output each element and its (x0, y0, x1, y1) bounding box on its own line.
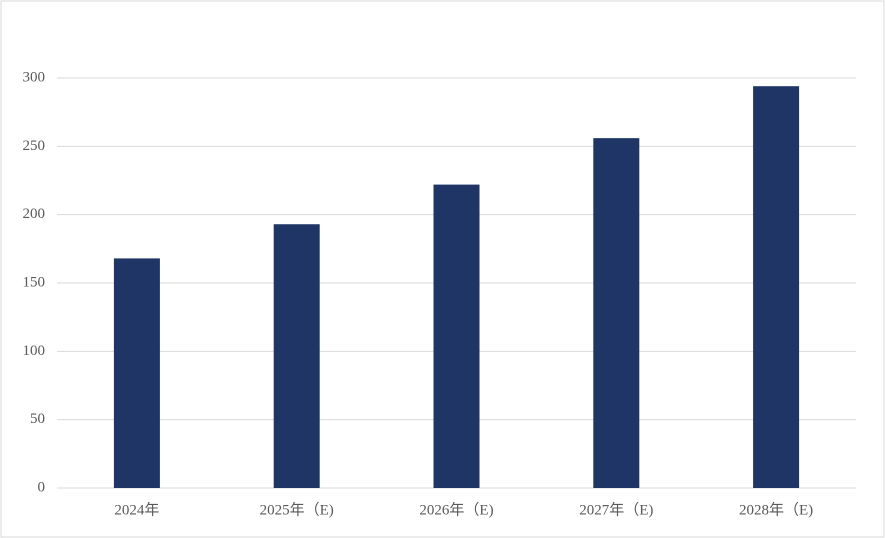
y-tick-label: 100 (23, 343, 46, 359)
bar (113, 258, 160, 488)
bar (753, 86, 800, 488)
x-tick-label: 2028年（E) (739, 501, 813, 518)
y-tick-label: 200 (23, 206, 46, 222)
x-tick-label: 2027年（E) (579, 501, 653, 518)
y-tick-label: 0 (38, 479, 46, 495)
bar (273, 224, 320, 488)
x-tick-label: 2026年（E) (419, 501, 493, 518)
y-tick-label: 50 (30, 411, 45, 427)
y-tick-label: 300 (23, 69, 46, 85)
y-tick-label: 150 (23, 274, 46, 290)
x-tick-label: 2025年（E) (260, 501, 334, 518)
bar (593, 138, 640, 488)
y-tick-label: 250 (23, 138, 46, 154)
bar (433, 184, 480, 488)
x-tick-label: 2024年 (114, 501, 159, 518)
